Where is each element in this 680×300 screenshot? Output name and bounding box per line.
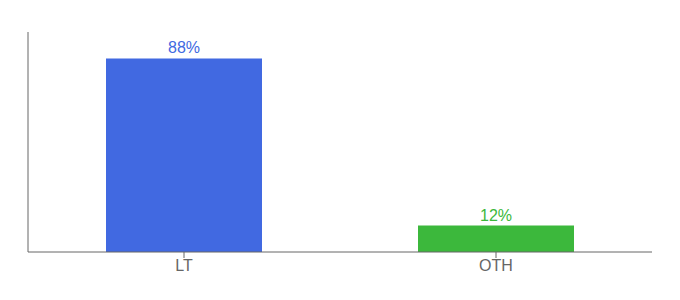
svg-text:88%: 88% [168,39,200,56]
svg-text:12%: 12% [480,207,512,224]
svg-text:OTH: OTH [479,257,513,274]
svg-text:LT: LT [175,257,193,274]
